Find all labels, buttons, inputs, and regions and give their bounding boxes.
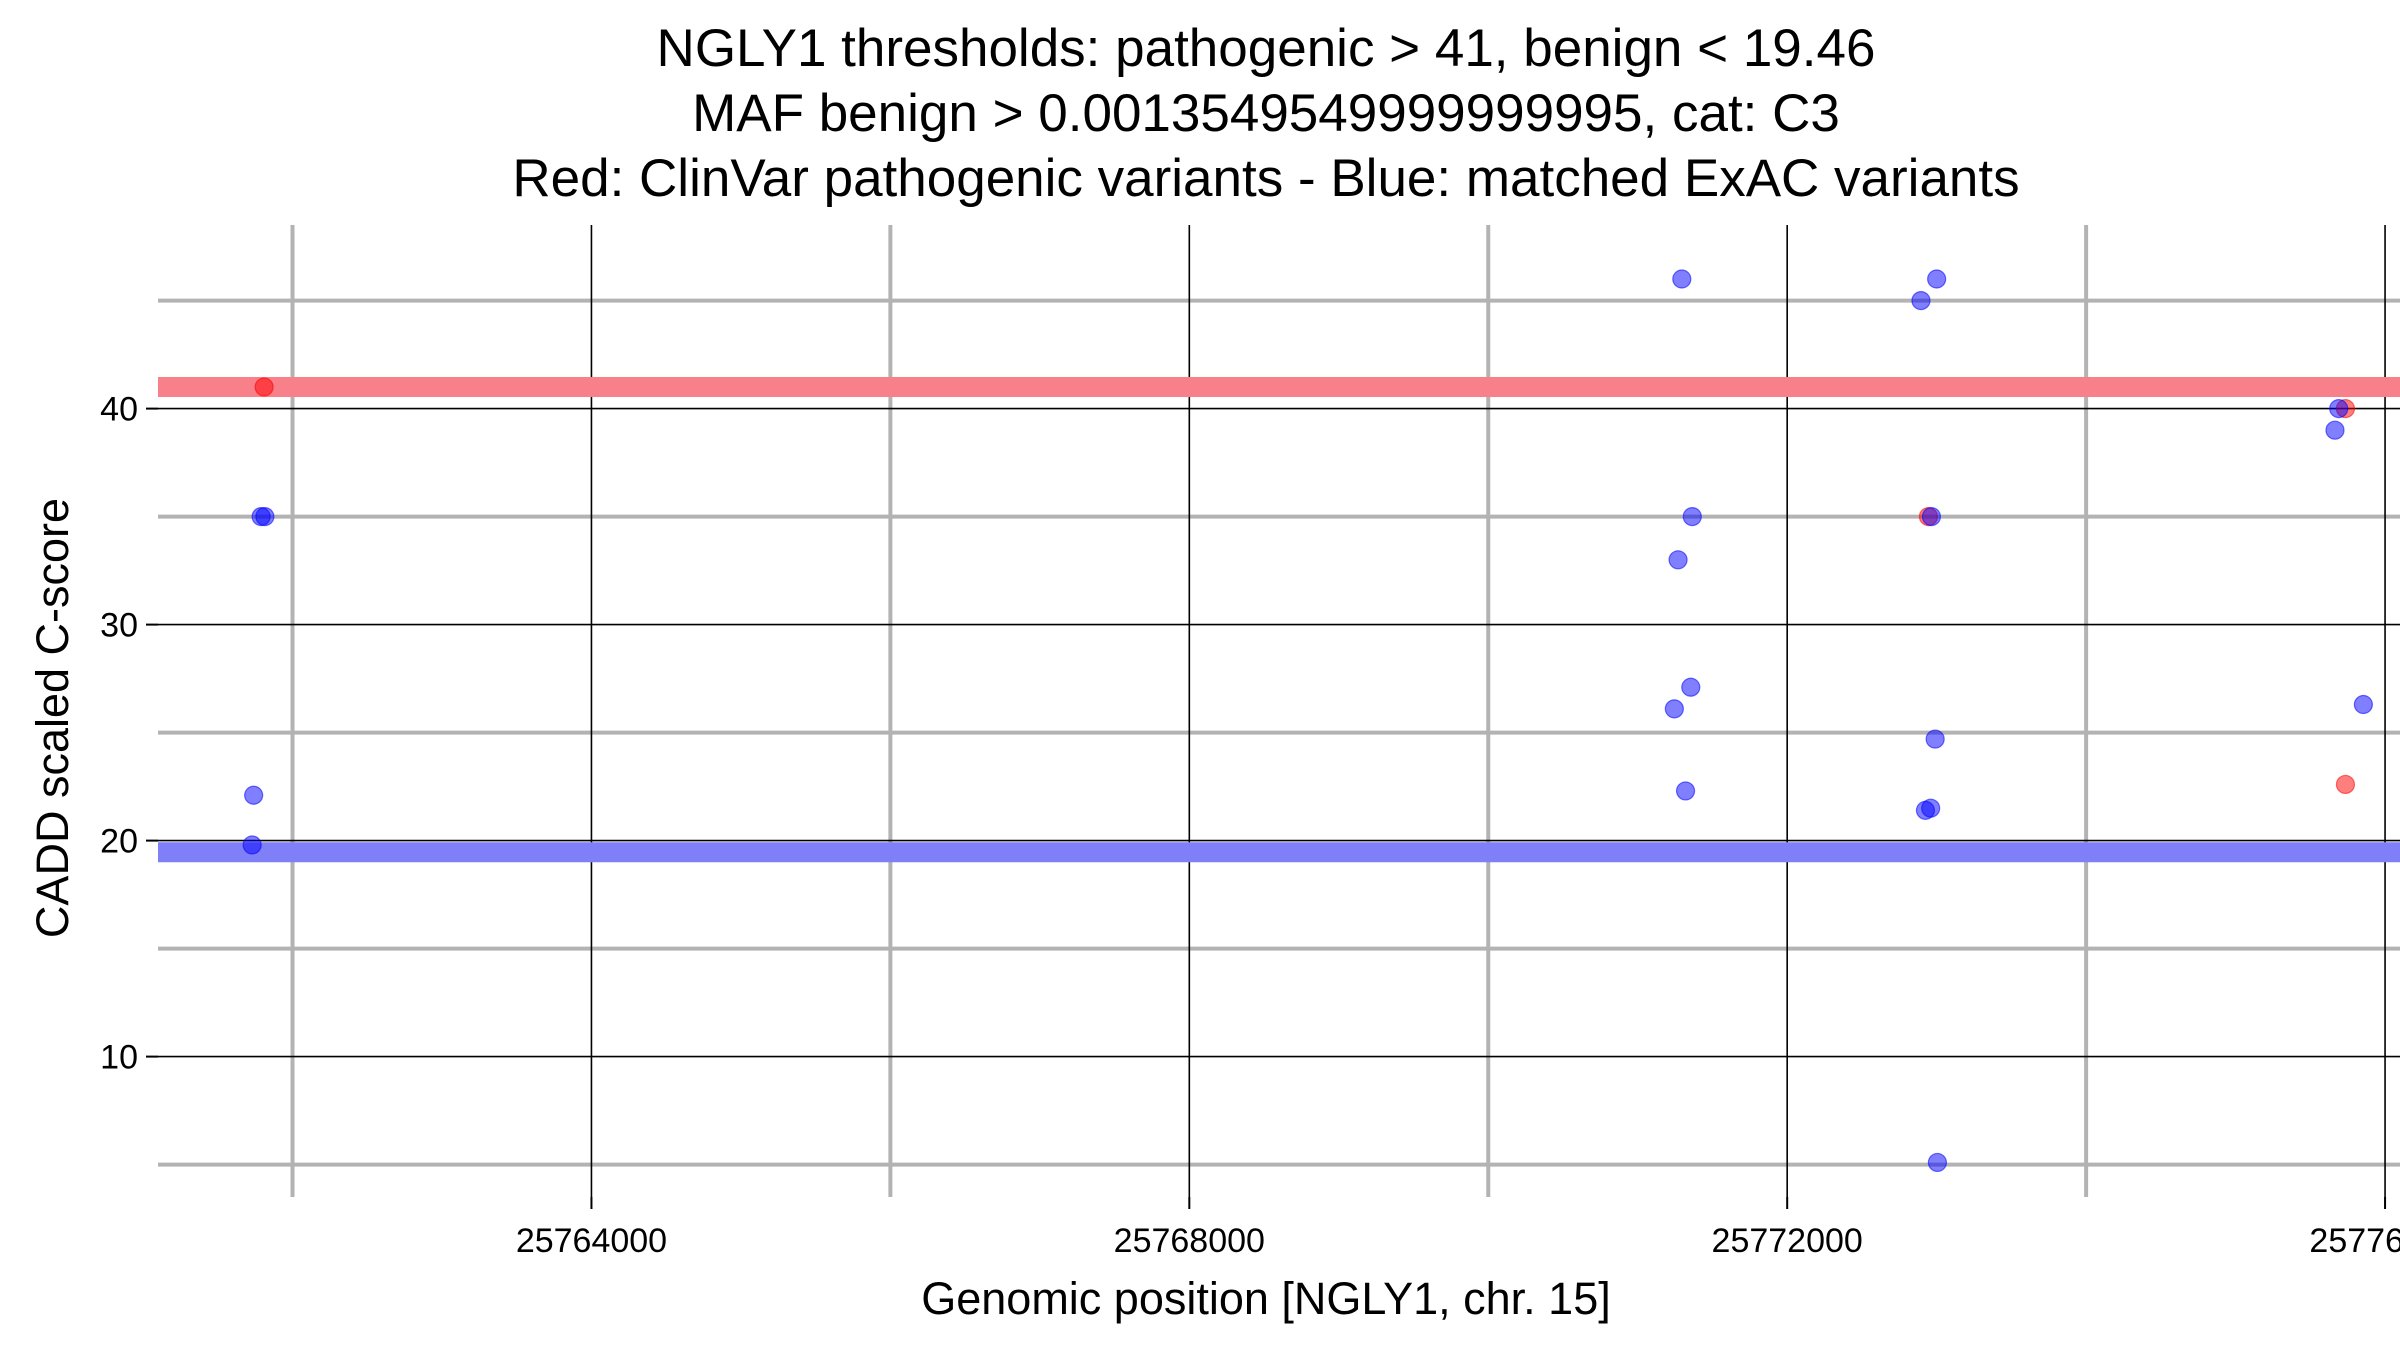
clinvar-point bbox=[2335, 774, 2356, 795]
major-gridlines bbox=[158, 225, 2400, 1197]
exac-point bbox=[255, 506, 275, 527]
exac-point bbox=[1921, 798, 1941, 818]
threshold-bands bbox=[158, 377, 2400, 863]
exac-point bbox=[1675, 781, 1696, 801]
exac-point bbox=[242, 835, 262, 855]
exac-point bbox=[1927, 1152, 1948, 1173]
x-tick-label: 25772000 bbox=[1712, 1222, 1863, 1260]
y-tick-label: 10 bbox=[100, 1039, 138, 1077]
exac-point bbox=[2329, 399, 2349, 419]
y-tick-label: 40 bbox=[100, 391, 138, 429]
y-axis-title: CADD scaled C-score bbox=[27, 498, 78, 938]
exac-point bbox=[1668, 550, 1688, 570]
exac-point bbox=[1672, 269, 1692, 289]
minor-gridlines bbox=[158, 225, 2400, 1197]
y-tick-label: 20 bbox=[100, 823, 138, 861]
exac-point bbox=[1911, 291, 1931, 311]
exac-point bbox=[244, 785, 264, 805]
y-tick-label: 30 bbox=[100, 607, 138, 645]
clinvar-point bbox=[254, 377, 274, 397]
exac-point bbox=[1682, 506, 1702, 527]
x-tick-label: 25764000 bbox=[516, 1222, 667, 1260]
x-tick-label: 25776000 bbox=[2309, 1222, 2400, 1260]
exac-point bbox=[1921, 506, 1942, 527]
exac-point bbox=[1925, 729, 1945, 749]
title-line-3: Red: ClinVar pathogenic variants - Blue:… bbox=[512, 149, 2019, 208]
data-points bbox=[242, 269, 2373, 1173]
axes: 25764000 25768000 25772000 25776000 10 20 30 40 bbox=[100, 391, 2400, 1260]
exac-point bbox=[2353, 694, 2373, 715]
exac-point bbox=[1927, 269, 1947, 289]
title-line-2: MAF benign > 0.0013549549999999995, cat:… bbox=[692, 84, 1840, 143]
x-axis-title: Genomic position [NGLY1, chr. 15] bbox=[921, 1273, 1611, 1324]
chart-title: NGLY1 thresholds: pathogenic > 41, benig… bbox=[512, 19, 2019, 208]
exac-point bbox=[1664, 699, 1684, 719]
exac-point bbox=[1681, 677, 1701, 697]
title-line-1: NGLY1 thresholds: pathogenic > 41, benig… bbox=[657, 19, 1876, 78]
x-tick-label: 25768000 bbox=[1114, 1222, 1265, 1260]
exac-point bbox=[2325, 420, 2345, 440]
